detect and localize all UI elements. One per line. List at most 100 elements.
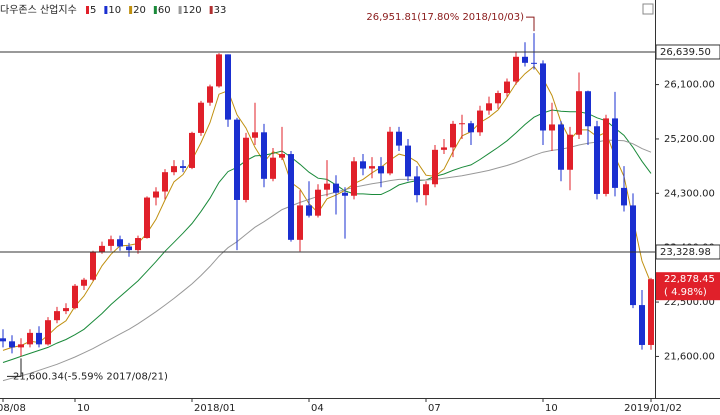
candle-body (405, 145, 411, 177)
y-tick-label: 21,600.00 (664, 351, 715, 362)
candle-body (630, 205, 636, 306)
legend-swatch (104, 6, 108, 14)
legend-swatch (129, 6, 133, 14)
x-tick-label: 10 (77, 403, 90, 414)
y-tick-label: 22,500.00 (664, 297, 715, 308)
candle-body (513, 56, 519, 82)
candle-body (189, 132, 195, 168)
current-price-box (656, 272, 720, 301)
legend-swatch (209, 6, 213, 14)
candle-body (423, 184, 429, 196)
candle-body (9, 341, 15, 348)
legend-swatch (178, 6, 182, 14)
candle-body (324, 183, 330, 190)
candle-body (243, 137, 249, 200)
candle-body (648, 279, 654, 345)
settings-icon[interactable] (642, 3, 654, 15)
x-tick-label: 2019/01/02 (624, 403, 682, 414)
low-annotation: 21,600.34(-5.59% 2017/08/21) (13, 371, 168, 382)
x-tick-label: 10 (545, 403, 558, 414)
candle-body (18, 344, 24, 348)
candle-body (252, 132, 258, 138)
candle-body (333, 183, 339, 193)
candle-body (36, 332, 42, 345)
legend-swatch (153, 6, 157, 14)
candle-body (621, 187, 627, 206)
candle-body (162, 172, 168, 192)
candle-body (117, 239, 123, 247)
candle-body (477, 110, 483, 133)
candle-body (414, 176, 420, 196)
reference-label: 26,639.50 (660, 47, 711, 58)
candle-body (603, 118, 609, 194)
candle-body (216, 54, 222, 87)
candle-body (144, 197, 150, 239)
candle-body (558, 124, 564, 170)
candle-body (135, 238, 141, 251)
candle-body (225, 54, 231, 120)
candle-body (54, 311, 60, 321)
candle-body (486, 103, 492, 111)
candle-body (567, 134, 573, 170)
candle-body (594, 126, 600, 194)
current-change: ( 4.98%) (664, 287, 707, 298)
candle-body (360, 161, 366, 169)
candle-body (387, 131, 393, 174)
candle-body (378, 166, 384, 174)
reference-label-box (655, 244, 720, 260)
candle-body (207, 86, 213, 103)
candle-body (441, 147, 447, 150)
candle-body (351, 161, 357, 196)
candle-body (180, 166, 186, 168)
legend-label: 10 (108, 5, 121, 16)
candle-body (585, 91, 591, 127)
candle-body (576, 91, 582, 135)
candle-body (639, 305, 645, 345)
candle-body (468, 123, 474, 133)
candle-body (297, 205, 303, 240)
candle-body (369, 166, 375, 169)
candle-body (540, 63, 546, 131)
legend-swatch (86, 6, 89, 14)
low-arrow (7, 358, 22, 377)
candle-body (549, 124, 555, 131)
candle-body (81, 279, 87, 286)
legend-label: 120 (183, 5, 202, 16)
candle-body (306, 205, 312, 216)
high-annotation: 26,951.81(17.80% 2018/10/03) (366, 12, 524, 23)
candle-body (288, 154, 294, 240)
candle-body (450, 123, 456, 148)
x-tick-label: 04 (311, 403, 324, 414)
candle-body (522, 56, 528, 63)
candle-body (153, 191, 159, 198)
y-tick-label: 26,100.00 (664, 80, 715, 91)
x-tick-label: 2018/01 (194, 403, 236, 414)
candle-body (234, 119, 240, 200)
y-tick-label: 25,200.00 (664, 134, 715, 145)
candle-body (198, 102, 204, 133)
candle-body (45, 320, 51, 345)
candle-body (261, 132, 267, 179)
candle-body (27, 332, 33, 345)
candle-body (315, 189, 321, 216)
candle-body (63, 308, 69, 312)
candle-body (90, 251, 96, 280)
candle-body (459, 123, 465, 125)
reference-label-box (655, 44, 720, 60)
candle-body (0, 338, 6, 342)
reference-label: 23,328.98 (660, 247, 711, 258)
legend-label: 20 (133, 5, 146, 16)
current-price: 22,878.45 (664, 274, 715, 285)
legend-label: 5 (90, 5, 96, 16)
candle-body (612, 118, 618, 188)
candle-body (126, 246, 132, 251)
x-tick-label: 2017/08/08 (0, 403, 26, 414)
candle-body (531, 62, 537, 64)
candle-body (72, 285, 78, 309)
legend-label: 33 (214, 5, 227, 16)
candle-body (342, 192, 348, 196)
candle-body (270, 157, 276, 179)
candle-body (432, 149, 438, 185)
